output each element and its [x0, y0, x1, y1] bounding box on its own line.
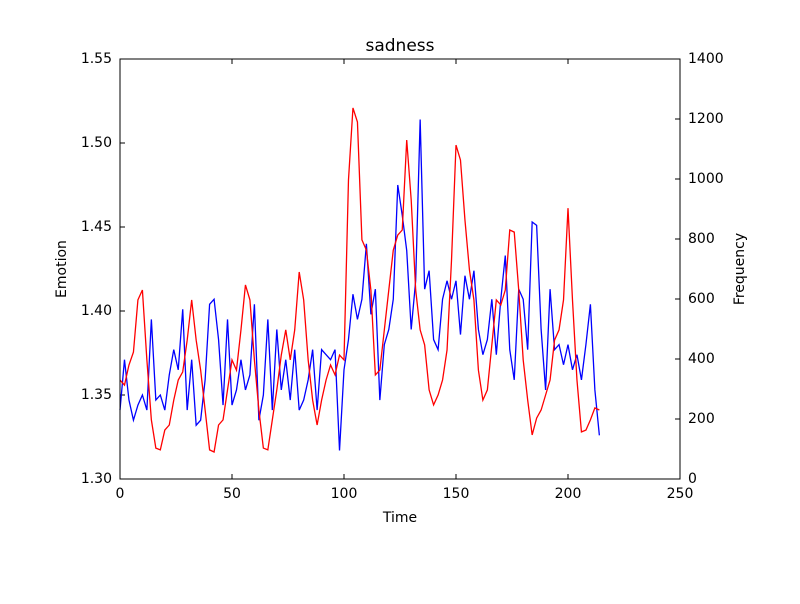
y-tick-label: 1.40 [81, 303, 112, 319]
y-tick-label: 1.35 [81, 387, 112, 403]
y-tick-label: 1.30 [81, 471, 112, 487]
plot-frame [119, 58, 681, 480]
y2-tick-label: 400 [688, 351, 715, 367]
y2-tick-label: 800 [688, 231, 715, 247]
x-axis-label: Time [382, 510, 417, 526]
y2-tick-label: 1000 [688, 171, 724, 187]
line-series [119, 107, 600, 453]
y2-tick-label: 200 [688, 411, 715, 427]
x-tick-label: 250 [667, 486, 694, 502]
y2-tick-label: 1400 [688, 51, 724, 67]
y-axis-label: Emotion [54, 240, 70, 298]
x-tick-label: 100 [331, 486, 358, 502]
y2-tick-label: 1200 [688, 111, 724, 127]
y2-tick-label: 600 [688, 291, 715, 307]
y2-axis-label: Frequency [732, 233, 748, 305]
y-tick-label: 1.45 [81, 219, 112, 235]
line-series [119, 119, 601, 451]
x-tick-label: 200 [555, 486, 582, 502]
y-tick-label: 1.50 [81, 135, 112, 151]
chart-title: sadness [365, 36, 434, 56]
x-tick-label: 0 [116, 486, 125, 502]
y-tick-label: 1.55 [81, 51, 112, 67]
x-tick-label: 150 [443, 486, 470, 502]
y2-tick-label: 0 [688, 471, 697, 487]
x-tick-label: 50 [223, 486, 241, 502]
